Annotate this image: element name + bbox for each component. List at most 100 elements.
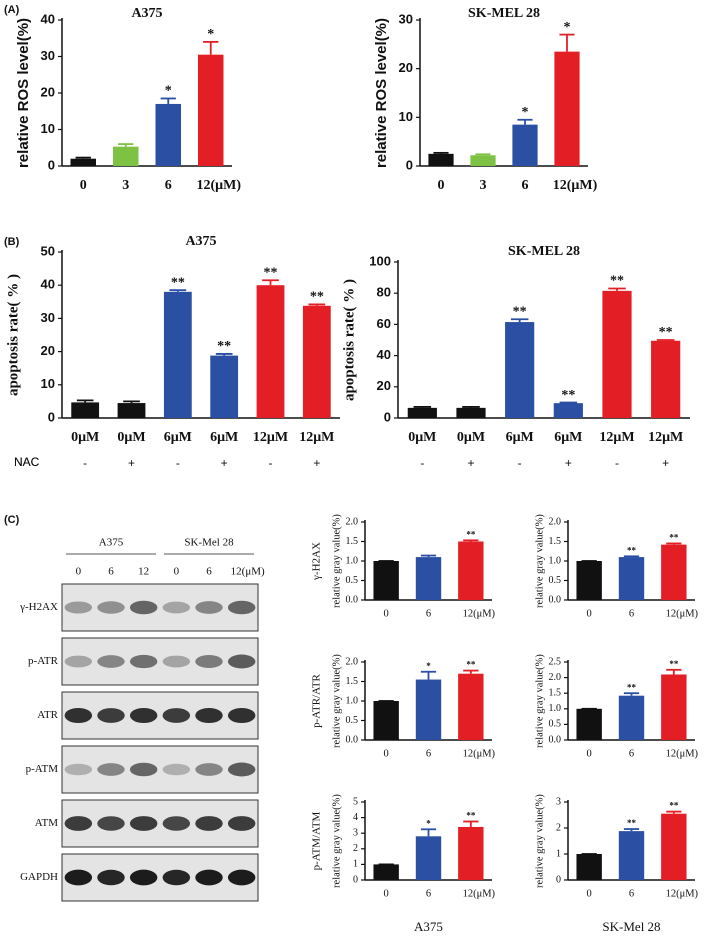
lane-label: 12(μM) [231,566,265,578]
significance-mark: * [426,818,431,828]
y-side-label: p-ATM/ATM [311,811,323,870]
x-tick-label: 12(μM) [197,178,242,193]
nac-label: NAC [14,455,40,469]
y-tick-label: 0.0 [346,594,359,605]
chart-title: SK-MEL 28 [508,244,580,259]
y-tick-label: 80 [377,285,391,300]
y-tick-label: 0.0 [549,734,562,745]
y-axis-label: relative gray value(%) [534,794,545,888]
y-tick-label: 1.0 [549,703,562,714]
blot-band [195,816,223,831]
blot-band [129,600,158,615]
y-tick-label: 10 [41,121,55,136]
y-tick-label: 0.0 [346,734,359,745]
bar [407,407,437,418]
y-axis-label: relative gray value(%) [534,514,545,608]
x-axis-label: A375 [414,919,443,934]
y-side-label: p-ATR/ATR [311,673,323,727]
row-label: GAPDH [20,871,58,883]
significance-mark: * [522,105,529,120]
bar [117,403,146,418]
significance-mark: * [426,661,431,671]
blot-band [227,816,256,831]
y-tick-label: 0 [406,157,413,172]
y-tick-label: 0 [556,874,561,885]
y-tick-label: 1.5 [549,687,562,698]
x-tick-label: 6 [426,748,431,759]
y-tick-label: 0.5 [346,715,359,726]
y-tick-label: 2 [556,822,561,833]
bar [70,158,96,166]
blot-band [195,869,223,886]
x-tick-label: 6μM [554,430,582,445]
y-axis-label: apoptosis rate( % ) [5,274,21,396]
blot-band [97,816,125,831]
y-tick-label: 2.5 [549,656,562,667]
y-tick-label: 1.5 [549,536,562,547]
x-tick-label: 6 [426,608,431,619]
y-tick-label: 30 [399,11,413,26]
blot-band [195,655,223,668]
y-tick-label: 30 [41,48,55,63]
blot-band [162,869,191,886]
blot-band [64,869,93,886]
blot-band [162,655,191,668]
y-tick-label: 2.0 [346,656,359,667]
significance-mark: ** [466,660,476,670]
bar [458,826,484,880]
bar [373,561,399,600]
bar [373,701,399,740]
blot-strip [61,853,259,902]
x-axis-label: SK-Mel 28 [602,919,660,934]
bar [661,544,687,600]
bar [256,285,285,418]
y-tick-label: 0 [48,157,55,172]
y-tick-label: 3 [353,827,358,838]
bar [415,836,442,880]
blot-band [64,763,93,776]
group-label: SK-Mel 28 [184,537,234,549]
blot-band [195,601,223,614]
blot-band [129,654,158,669]
bar [505,322,535,418]
bar [553,403,583,418]
blot-band [97,763,125,776]
bar [415,679,442,740]
bar [576,708,602,740]
x-tick-label: 12(μM) [666,888,699,899]
lane-label: 0 [174,566,180,578]
significance-mark: ** [669,533,679,543]
nac-sign: - [83,456,87,470]
x-tick-label: 0 [384,748,389,759]
blot-band [129,762,158,777]
x-tick-label: 6 [629,888,634,899]
nac-sign: + [221,456,228,470]
bar [661,813,687,880]
nac-sign: + [128,456,135,470]
y-axis-label: relative gray value(%) [331,794,342,888]
significance-mark: ** [171,275,185,290]
significance-mark: ** [310,290,324,305]
blot-band [195,707,223,724]
y-tick-label: 3 [556,796,561,807]
y-tick-label: 30 [41,310,55,325]
x-tick-label: 0 [438,178,445,193]
y-tick-label: 0 [384,409,391,424]
bar [155,103,181,166]
y-tick-label: 40 [41,277,55,292]
y-tick-label: 20 [399,60,413,75]
y-tick-label: 40 [41,11,55,26]
significance-mark: ** [627,682,637,692]
nac-sign: - [615,456,619,470]
significance-mark: ** [513,304,527,319]
x-tick-label: 0μM [71,430,99,445]
y-tick-label: 100 [369,253,391,268]
blot-strip [61,799,259,848]
x-tick-label: 6 [165,178,172,193]
bar [602,290,632,418]
nac-label: NAC [14,455,40,469]
x-tick-label: 12μM [299,430,334,445]
y-tick-label: 2.0 [549,516,562,527]
